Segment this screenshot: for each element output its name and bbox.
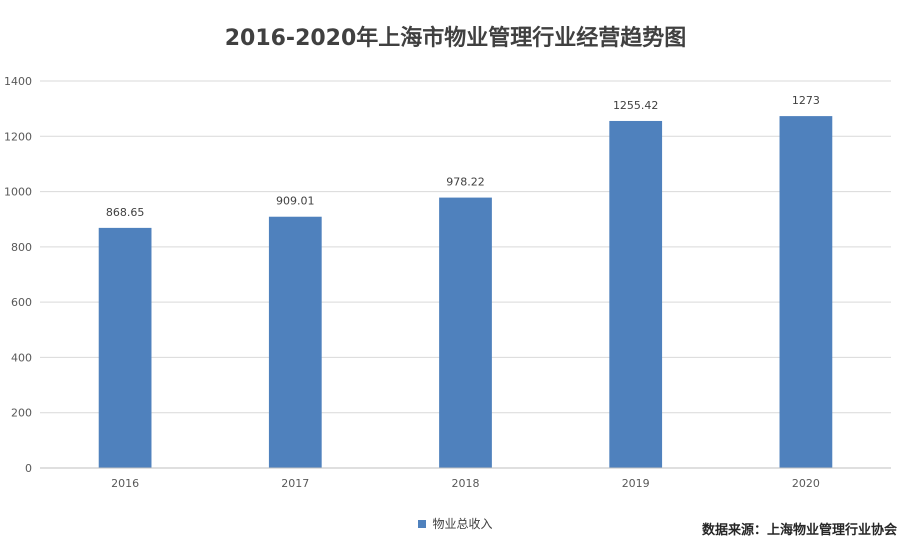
legend: 物业总收入: [0, 515, 911, 532]
x-tick-label: 2018: [452, 477, 480, 490]
data-label: 1255.42: [613, 99, 659, 112]
data-label: 1273: [792, 94, 820, 107]
source-note: 数据来源：上海物业管理行业协会: [701, 523, 897, 538]
x-tick-label: 2020: [792, 477, 820, 490]
bar: [609, 120, 663, 469]
legend-swatch: [418, 520, 427, 528]
chart-title: 2016-2020年上海市物业管理行业经营趋势图: [224, 26, 687, 51]
y-tick-label: 0: [25, 462, 32, 475]
y-tick-label: 800: [11, 241, 32, 254]
y-tick-label: 200: [11, 407, 32, 420]
legend-label: 物业总收入: [432, 517, 493, 531]
y-tick-label: 600: [11, 296, 32, 309]
x-tick-label: 2017: [281, 477, 309, 490]
x-tick-label: 2019: [622, 477, 650, 490]
x-tick-label: 2016: [111, 477, 139, 490]
data-label: 868.65: [106, 206, 145, 219]
y-tick-label: 1400: [4, 75, 32, 88]
bar: [98, 227, 152, 468]
data-label: 909.01: [276, 195, 315, 208]
y-tick-label: 400: [11, 351, 32, 364]
y-tick-label: 1200: [4, 130, 32, 143]
bar: [268, 216, 322, 468]
data-label: 978.22: [446, 176, 485, 189]
bar: [779, 116, 833, 468]
bar: [439, 197, 492, 468]
y-tick-label: 1000: [4, 186, 32, 199]
